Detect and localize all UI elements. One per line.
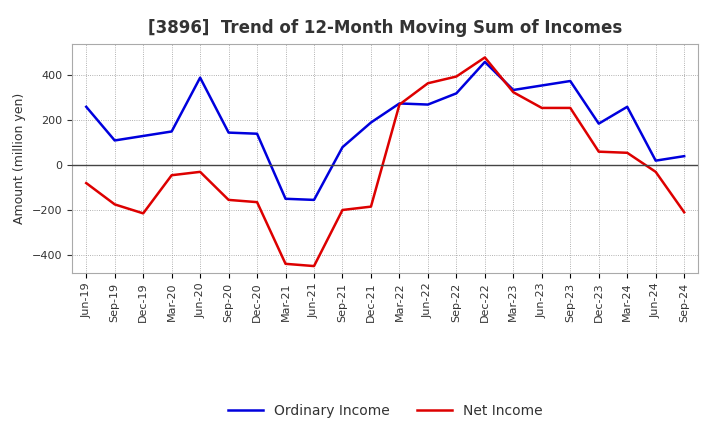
Ordinary Income (282, 196, 290, 202)
Net Income (310, 264, 318, 269)
Net Income (537, 105, 546, 110)
Net Income (167, 172, 176, 178)
Ordinary Income (253, 131, 261, 136)
Net Income (509, 90, 518, 95)
Ordinary Income (82, 104, 91, 110)
Net Income (253, 199, 261, 205)
Ordinary Income (225, 130, 233, 135)
Net Income (423, 81, 432, 86)
Net Income (82, 180, 91, 186)
Ordinary Income (167, 129, 176, 134)
Net Income (366, 204, 375, 209)
Net Income (595, 149, 603, 154)
Net Income (110, 202, 119, 207)
Ordinary Income (509, 88, 518, 93)
Ordinary Income (652, 158, 660, 163)
Net Income (225, 197, 233, 202)
Ordinary Income (423, 102, 432, 107)
Ordinary Income (680, 154, 688, 159)
Ordinary Income (623, 104, 631, 110)
Net Income (452, 74, 461, 79)
Ordinary Income (310, 197, 318, 202)
Line: Net Income: Net Income (86, 58, 684, 266)
Line: Ordinary Income: Ordinary Income (86, 62, 684, 200)
Ordinary Income (566, 78, 575, 84)
Title: [3896]  Trend of 12-Month Moving Sum of Incomes: [3896] Trend of 12-Month Moving Sum of I… (148, 19, 622, 37)
Ordinary Income (110, 138, 119, 143)
Net Income (680, 209, 688, 215)
Ordinary Income (452, 91, 461, 96)
Net Income (338, 207, 347, 213)
Ordinary Income (366, 120, 375, 125)
Legend: Ordinary Income, Net Income: Ordinary Income, Net Income (222, 399, 548, 424)
Net Income (480, 55, 489, 60)
Ordinary Income (196, 75, 204, 80)
Ordinary Income (338, 145, 347, 150)
Net Income (566, 105, 575, 110)
Net Income (652, 169, 660, 175)
Net Income (196, 169, 204, 175)
Ordinary Income (537, 83, 546, 88)
Net Income (395, 102, 404, 107)
Ordinary Income (480, 59, 489, 65)
Net Income (139, 211, 148, 216)
Ordinary Income (139, 133, 148, 139)
Net Income (282, 261, 290, 267)
Ordinary Income (595, 121, 603, 126)
Net Income (623, 150, 631, 155)
Y-axis label: Amount (million yen): Amount (million yen) (13, 93, 26, 224)
Ordinary Income (395, 101, 404, 106)
